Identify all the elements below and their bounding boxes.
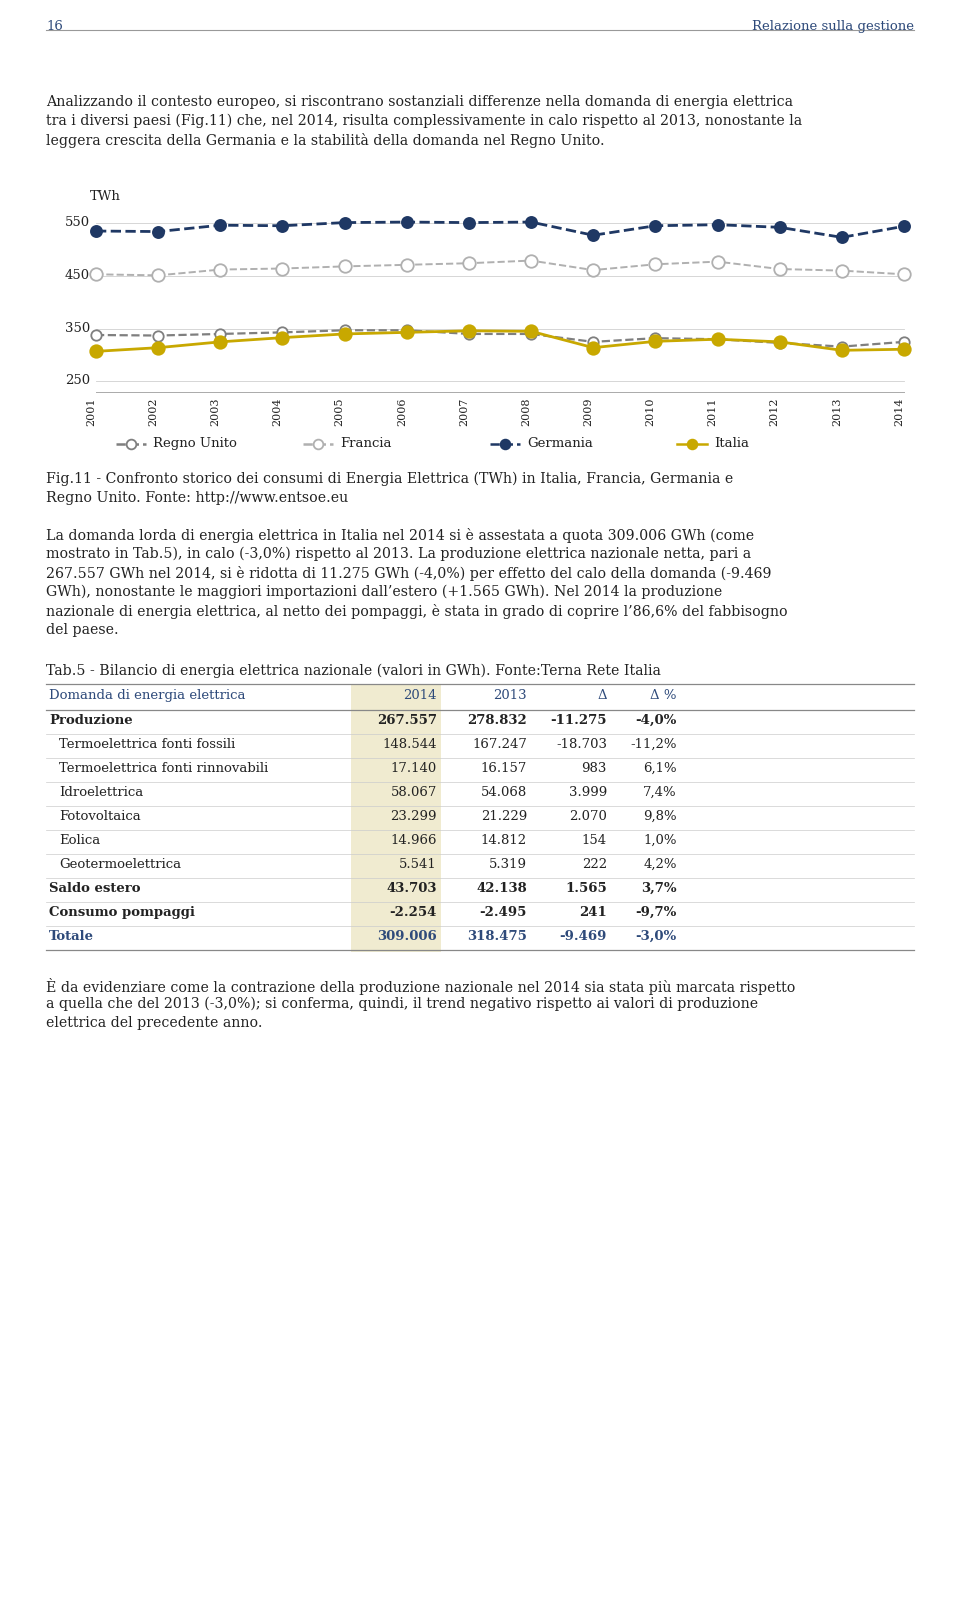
Text: È da evidenziare come la contrazione della produzione nazionale nel 2014 sia sta: È da evidenziare come la contrazione del…	[46, 977, 796, 995]
Text: -18.703: -18.703	[556, 739, 607, 751]
Text: Idroelettrica: Idroelettrica	[59, 787, 143, 799]
Text: 2014: 2014	[894, 397, 904, 426]
Text: -3,0%: -3,0%	[636, 931, 677, 944]
Text: 350: 350	[64, 322, 90, 335]
Text: 3,7%: 3,7%	[641, 883, 677, 896]
Text: 167.247: 167.247	[472, 739, 527, 751]
Bar	[351, 684, 441, 952]
Text: tra i diversi paesi (Fig.11) che, nel 2014, risulta complessivamente in calo ris: tra i diversi paesi (Fig.11) che, nel 20…	[46, 114, 803, 128]
Text: 5.319: 5.319	[489, 859, 527, 871]
Text: 6,1%: 6,1%	[643, 763, 677, 775]
Text: GWh), nonostante le maggiori importazioni dall’estero (+1.565 GWh). Nel 2014 la : GWh), nonostante le maggiori importazion…	[46, 585, 722, 599]
Text: Relazione sulla gestione: Relazione sulla gestione	[752, 19, 914, 34]
Text: Germania: Germania	[527, 437, 593, 450]
Text: La domanda lorda di energia elettrica in Italia nel 2014 si è assestata a quota : La domanda lorda di energia elettrica in…	[46, 529, 755, 543]
Text: Analizzando il contesto europeo, si riscontrano sostanziali differenze nella dom: Analizzando il contesto europeo, si risc…	[46, 95, 793, 109]
Text: 267.557 GWh nel 2014, si è ridotta di 11.275 GWh (-4,0%) per effetto del calo de: 267.557 GWh nel 2014, si è ridotta di 11…	[46, 566, 772, 582]
Text: 1,0%: 1,0%	[643, 835, 677, 847]
Text: 450: 450	[65, 269, 90, 282]
Text: mostrato in Tab.5), in calo (-3,0%) rispetto al 2013. La produzione elettrica na: mostrato in Tab.5), in calo (-3,0%) risp…	[46, 546, 751, 561]
Text: 17.140: 17.140	[391, 763, 437, 775]
Text: Regno Unito: Regno Unito	[153, 437, 237, 450]
Text: 2005: 2005	[335, 397, 345, 426]
Text: 2002: 2002	[148, 397, 158, 426]
Text: 2013: 2013	[832, 397, 842, 426]
Text: 154: 154	[582, 835, 607, 847]
Text: leggera crescita della Germania e la stabilità della domanda nel Regno Unito.: leggera crescita della Germania e la sta…	[46, 133, 605, 147]
Text: Tab.5 - Bilancio di energia elettrica nazionale (valori in GWh). Fonte:Terna Ret: Tab.5 - Bilancio di energia elettrica na…	[46, 663, 660, 678]
Text: 16: 16	[46, 19, 62, 34]
Text: nazionale di energia elettrica, al netto dei pompaggi, è stata in grado di copri: nazionale di energia elettrica, al netto…	[46, 604, 787, 618]
Text: -2.495: -2.495	[480, 907, 527, 920]
Text: 4,2%: 4,2%	[643, 859, 677, 871]
Text: Francia: Francia	[340, 437, 392, 450]
Text: 14.966: 14.966	[391, 835, 437, 847]
Text: 318.475: 318.475	[468, 931, 527, 944]
Text: 16.157: 16.157	[481, 763, 527, 775]
Text: 14.812: 14.812	[481, 835, 527, 847]
Text: 2007: 2007	[459, 397, 468, 426]
Text: 2.070: 2.070	[569, 811, 607, 823]
Text: Domanda di energia elettrica: Domanda di energia elettrica	[49, 689, 246, 702]
Text: 2011: 2011	[708, 397, 717, 426]
Text: 2014: 2014	[403, 689, 437, 702]
Text: 2004: 2004	[273, 397, 282, 426]
Text: -9.469: -9.469	[560, 931, 607, 944]
Text: a quella che del 2013 (-3,0%); si conferma, quindi, il trend negativo rispetto a: a quella che del 2013 (-3,0%); si confer…	[46, 996, 758, 1011]
Text: 550: 550	[65, 216, 90, 229]
Text: 58.067: 58.067	[391, 787, 437, 799]
Text: 2003: 2003	[210, 397, 220, 426]
Text: Produzione: Produzione	[49, 714, 132, 727]
Text: 1.565: 1.565	[565, 883, 607, 896]
Text: 148.544: 148.544	[382, 739, 437, 751]
Text: 7,4%: 7,4%	[643, 787, 677, 799]
Text: Consumo pompaggi: Consumo pompaggi	[49, 907, 195, 920]
Text: 222: 222	[582, 859, 607, 871]
Text: Termoelettrica fonti fossili: Termoelettrica fonti fossili	[59, 739, 235, 751]
Text: 23.299: 23.299	[391, 811, 437, 823]
Text: 2008: 2008	[521, 397, 531, 426]
Text: 2009: 2009	[584, 397, 593, 426]
Text: Totale: Totale	[49, 931, 94, 944]
Text: 3.999: 3.999	[568, 787, 607, 799]
Text: Eolica: Eolica	[59, 835, 100, 847]
Text: 2001: 2001	[86, 397, 96, 426]
Text: Δ: Δ	[597, 689, 607, 702]
Text: Regno Unito. Fonte: http://www.entsoe.eu: Regno Unito. Fonte: http://www.entsoe.eu	[46, 490, 348, 505]
Text: Italia: Italia	[714, 437, 749, 450]
Text: del paese.: del paese.	[46, 623, 119, 638]
Text: 42.138: 42.138	[476, 883, 527, 896]
Text: Fotovoltaica: Fotovoltaica	[59, 811, 141, 823]
Text: 2006: 2006	[396, 397, 407, 426]
Text: Saldo estero: Saldo estero	[49, 883, 140, 896]
Text: 2012: 2012	[770, 397, 780, 426]
Text: 54.068: 54.068	[481, 787, 527, 799]
Text: 267.557: 267.557	[377, 714, 437, 727]
Text: -4,0%: -4,0%	[636, 714, 677, 727]
Text: Fig.11 - Confronto storico dei consumi di Energia Elettrica (TWh) in Italia, Fra: Fig.11 - Confronto storico dei consumi d…	[46, 473, 733, 487]
Text: elettrica del precedente anno.: elettrica del precedente anno.	[46, 1016, 262, 1030]
Text: 250: 250	[65, 375, 90, 388]
Text: 2010: 2010	[645, 397, 656, 426]
Text: 278.832: 278.832	[468, 714, 527, 727]
Text: 21.229: 21.229	[481, 811, 527, 823]
Text: 241: 241	[579, 907, 607, 920]
Text: 2013: 2013	[493, 689, 527, 702]
Text: -11,2%: -11,2%	[631, 739, 677, 751]
Text: Termoelettrica fonti rinnovabili: Termoelettrica fonti rinnovabili	[59, 763, 268, 775]
Text: -2.254: -2.254	[390, 907, 437, 920]
Text: 9,8%: 9,8%	[643, 811, 677, 823]
Text: -9,7%: -9,7%	[636, 907, 677, 920]
Text: TWh: TWh	[90, 191, 121, 203]
Text: 309.006: 309.006	[377, 931, 437, 944]
Text: -11.275: -11.275	[550, 714, 607, 727]
Text: 43.703: 43.703	[387, 883, 437, 896]
Text: 5.541: 5.541	[399, 859, 437, 871]
Text: 983: 983	[582, 763, 607, 775]
Text: Geotermoelettrica: Geotermoelettrica	[59, 859, 181, 871]
Text: Δ %: Δ %	[651, 689, 677, 702]
